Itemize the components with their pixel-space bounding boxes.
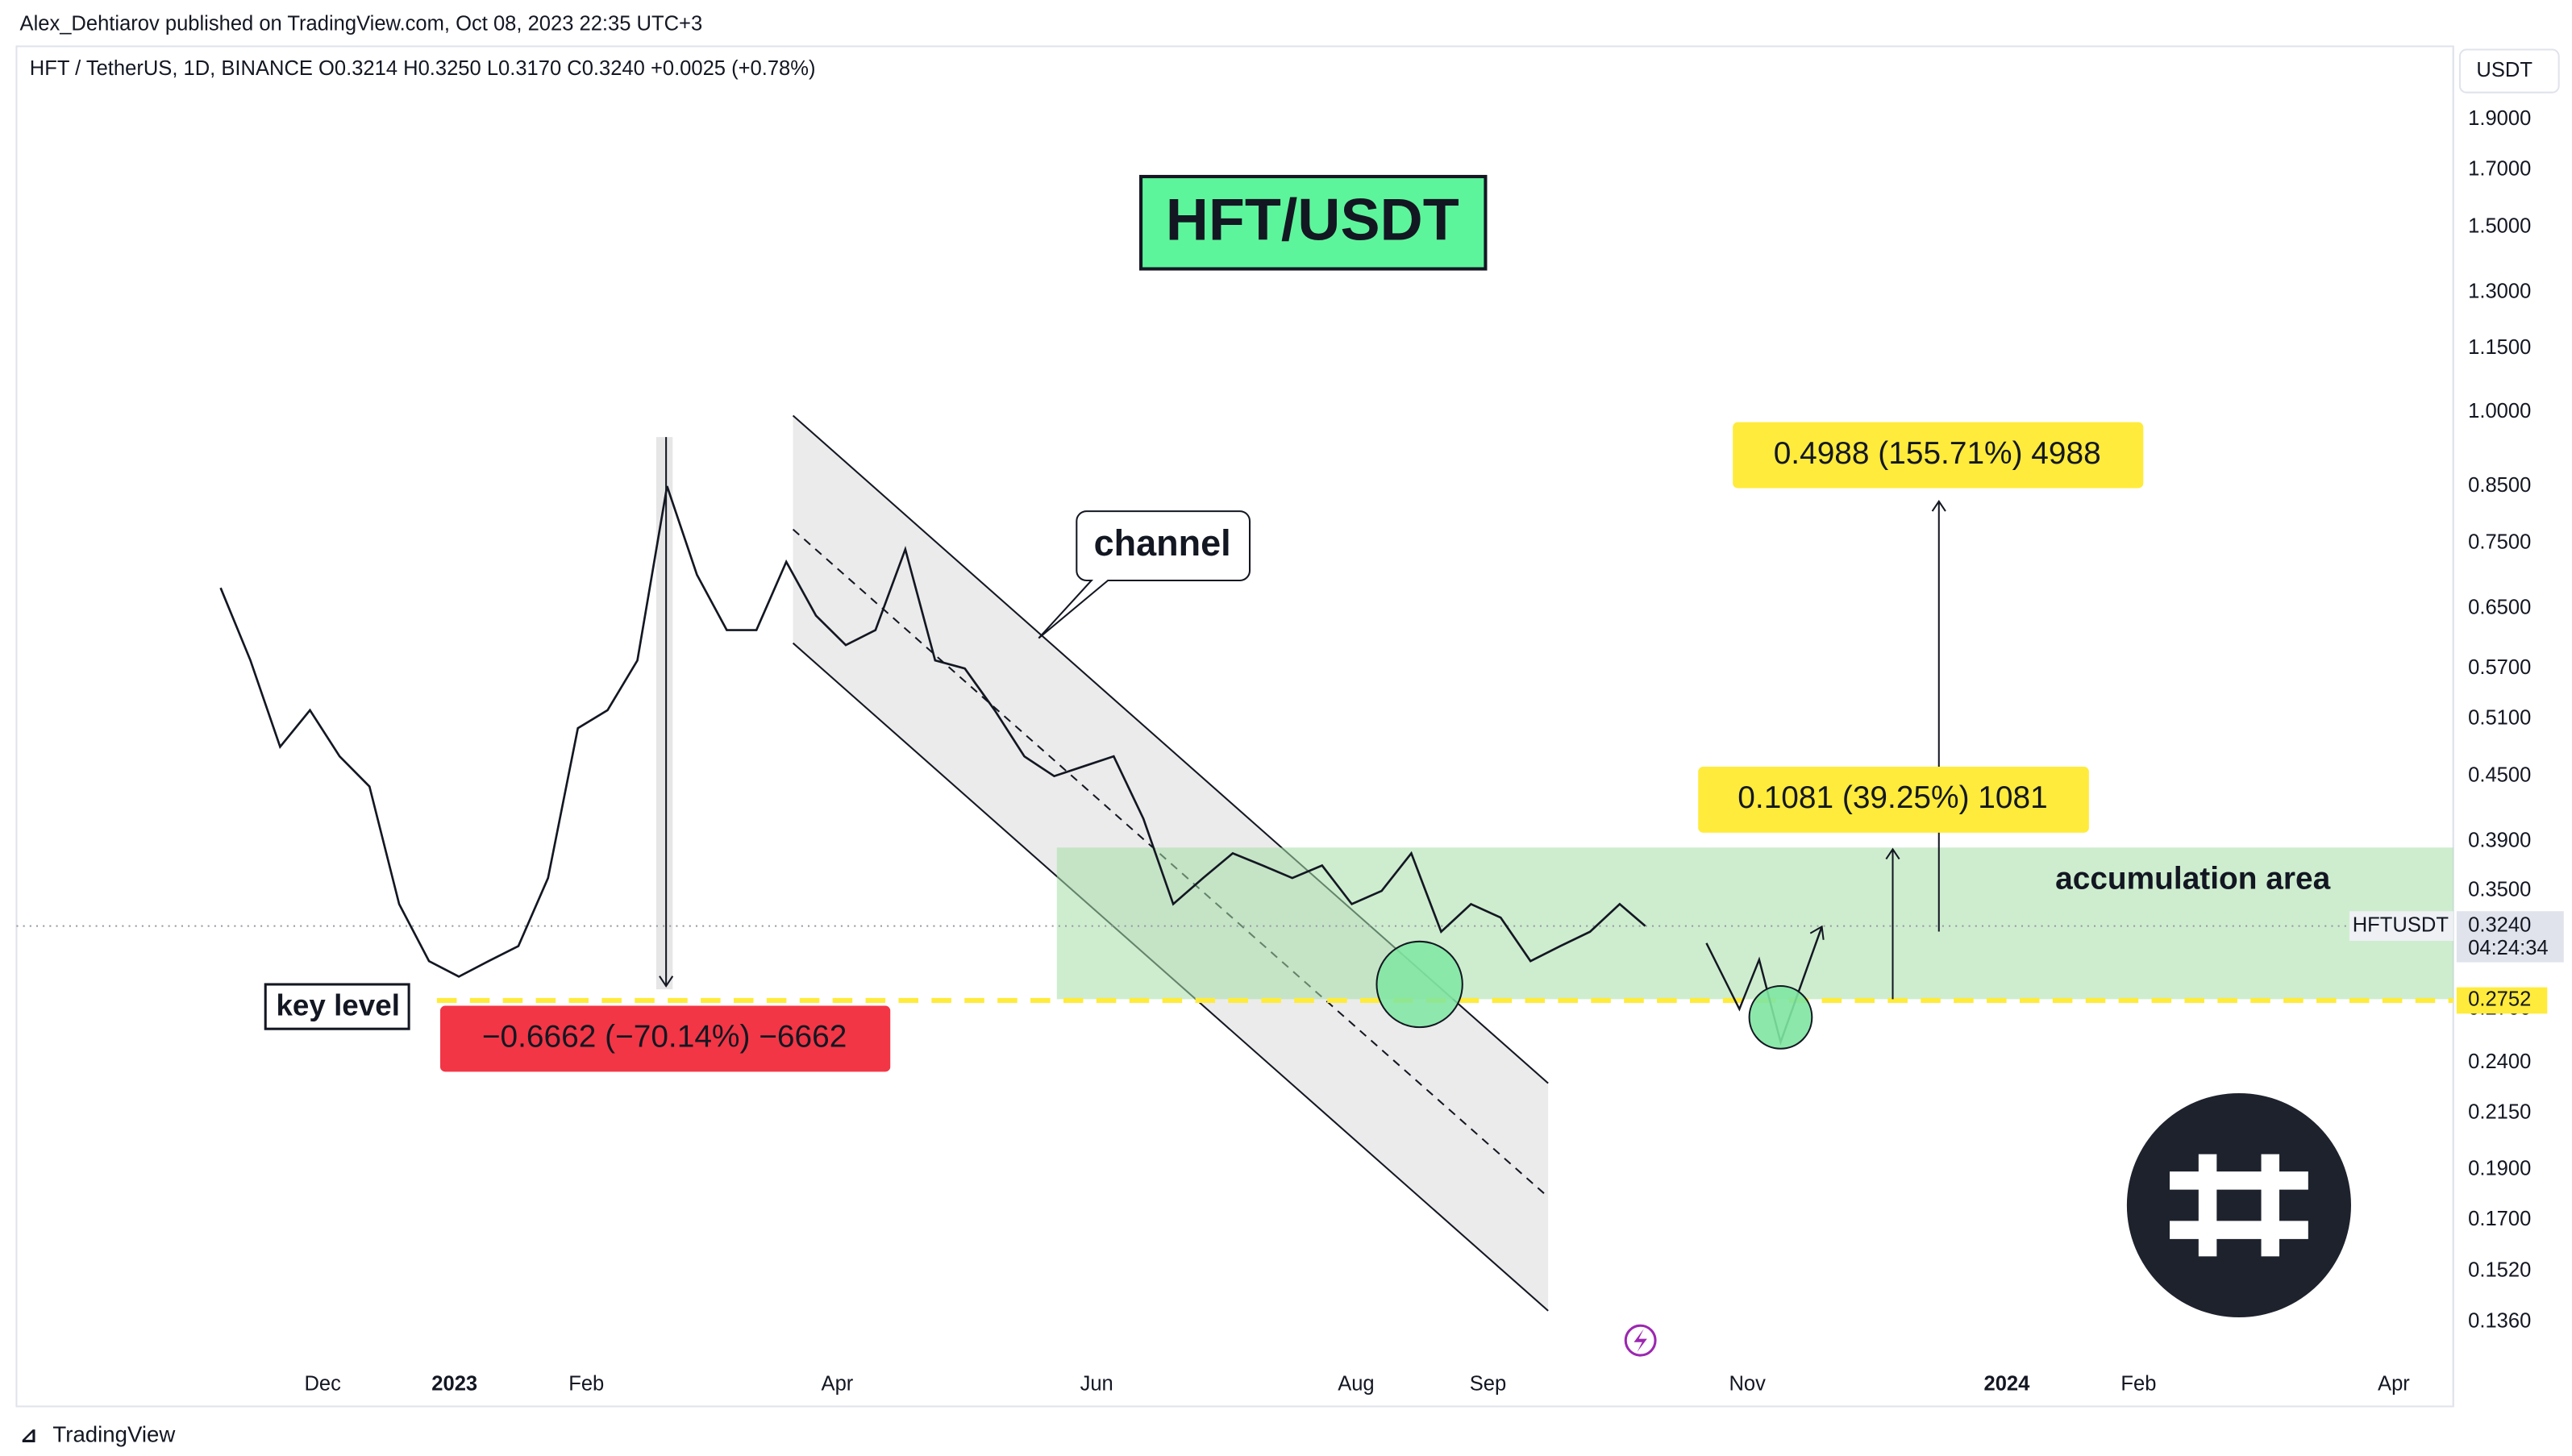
symbol-info: HFT / TetherUS, 1D, BINANCE O0.3214 H0.3…: [30, 57, 816, 80]
y-tick-label: 0.5700: [2468, 656, 2531, 679]
y-tick-label: 0.1700: [2468, 1208, 2531, 1230]
x-tick-label: Feb: [568, 1373, 604, 1396]
target-label: 0.1081 (39.25%) 1081: [1738, 780, 2047, 815]
event-icon[interactable]: [1624, 1324, 1657, 1357]
y-tick-label: 0.7500: [2468, 531, 2531, 554]
y-tick-label: 1.1500: [2468, 336, 2531, 359]
target-label: 0.4988 (155.71%) 4988: [1774, 436, 2101, 471]
y-tick-label: 0.1360: [2468, 1309, 2531, 1332]
y-tick-label: 0.4500: [2468, 764, 2531, 787]
arrowhead: [659, 976, 674, 988]
published-line: Alex_Dehtiarov published on TradingView.…: [20, 13, 703, 35]
channel-middle: [792, 528, 1549, 1198]
y-tick-label: 0.2150: [2468, 1100, 2531, 1123]
y-tick-label: 1.5000: [2468, 215, 2531, 238]
y-tick-label: 0.6500: [2468, 597, 2531, 619]
key-level-value: 0.2752: [2468, 988, 2531, 1011]
key-level-label: key level: [276, 988, 399, 1021]
x-tick-label: 2024: [1984, 1373, 2031, 1396]
symbol-label: HFTUSDT: [2353, 913, 2449, 936]
logo-glyph: ⊿: [20, 1422, 38, 1446]
y-tick-label: 1.3000: [2468, 280, 2531, 302]
x-tick-label: 2023: [431, 1373, 477, 1396]
y-tick-label: 1.9000: [2468, 107, 2531, 130]
x-tick-label: Apr: [2378, 1373, 2410, 1396]
footer: TradingView: [52, 1422, 175, 1447]
logo: [2126, 1092, 2351, 1318]
arrowhead: [1931, 499, 1946, 512]
x-tick-label: Aug: [1338, 1373, 1374, 1396]
price-badge: [2456, 911, 2564, 963]
x-tick-label: Apr: [822, 1373, 854, 1396]
callout: [1038, 510, 1251, 639]
event-bolt: [1634, 1329, 1647, 1352]
currency[interactable]: USDT: [2476, 59, 2532, 81]
target-box: [1698, 767, 2089, 833]
price-line: [219, 485, 1646, 978]
x-tick-label: Nov: [1729, 1373, 1766, 1396]
drop-label: −0.6662 (−70.14%) −6662: [482, 1020, 847, 1055]
y-tick-label: 1.0000: [2468, 400, 2531, 422]
y-tick-label: 0.3900: [2468, 829, 2531, 851]
zone-rect: [1056, 847, 2453, 1000]
target-circle: [1748, 984, 1813, 1050]
target-box: [1733, 422, 2144, 489]
y-tick-label: 0.5100: [2468, 707, 2531, 730]
zone-label: accumulation area: [2055, 861, 2330, 896]
key-level-badge: [2456, 987, 2548, 1014]
y-tick-label: 0.3500: [2468, 879, 2531, 901]
bounce-circle: [1375, 940, 1463, 1029]
currency-button[interactable]: [2458, 48, 2560, 94]
channel-label: channel: [1094, 522, 1231, 564]
title-box: [1139, 174, 1488, 271]
chart-title: HFT/USDT: [1166, 186, 1459, 253]
key-level-box: [264, 983, 410, 1030]
y-tick-label: 1.7000: [2468, 158, 2531, 181]
x-tick-label: Jun: [1080, 1373, 1113, 1396]
logo-mark: [2170, 1154, 2308, 1257]
y-tick-label: 0.1900: [2468, 1157, 2531, 1179]
drop-box: [439, 1005, 891, 1072]
symbol-badge: [2349, 911, 2453, 942]
measure-bar: [655, 437, 673, 990]
y-tick-label: 0.1520: [2468, 1258, 2531, 1281]
arrowhead: [1885, 847, 1900, 860]
w-arrowhead: [1809, 925, 1825, 940]
accumulation-zone: [1056, 847, 2453, 1000]
x-tick-label: Dec: [304, 1373, 341, 1396]
countdown: 04:24:34: [2468, 937, 2548, 959]
x-tick-label: Feb: [2120, 1373, 2156, 1396]
x-tick-label: Sep: [1470, 1373, 1506, 1396]
last-price-label: 0.3240: [2468, 913, 2531, 936]
y-tick-label: 0.2400: [2468, 1050, 2531, 1073]
y-tick-label: 0.8500: [2468, 474, 2531, 497]
